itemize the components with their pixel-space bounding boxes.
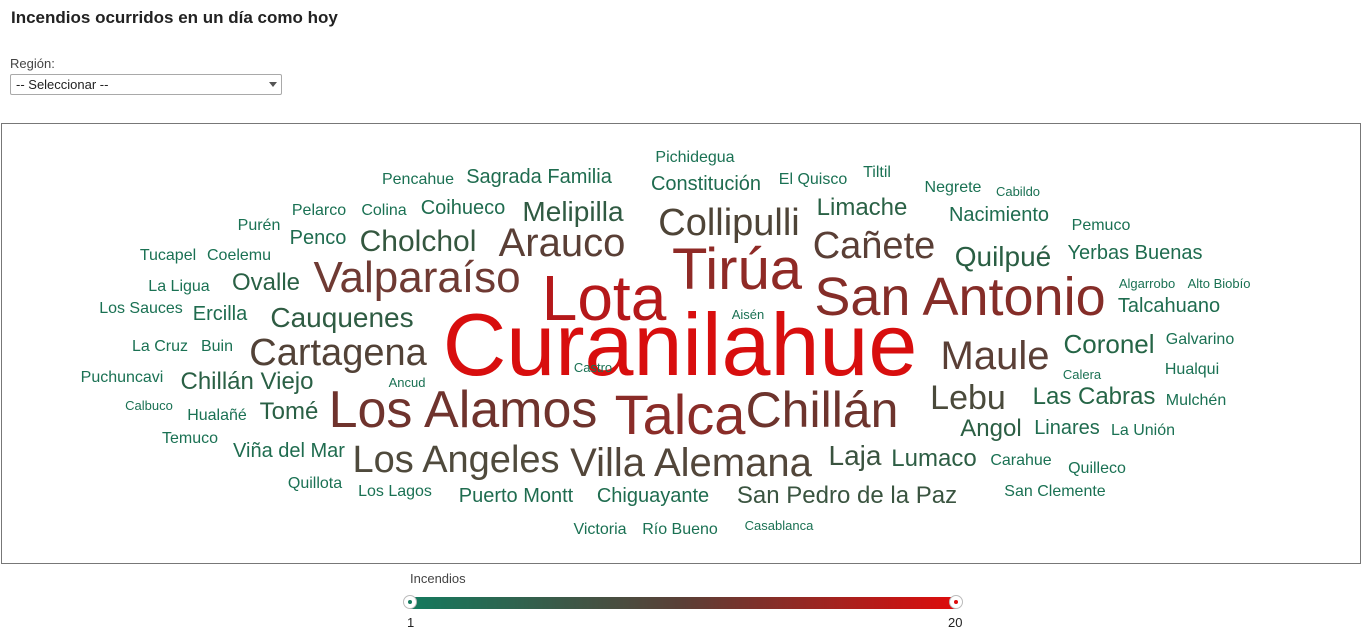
cloud-word[interactable]: San Antonio xyxy=(814,267,1106,327)
cloud-word[interactable]: Calera xyxy=(1062,366,1102,382)
word-cloud: Curanilahue Lota Tirúa San Antonio Talca Los … xyxy=(1,123,1361,564)
cloud-word[interactable]: Yerbas Buenas xyxy=(1067,242,1203,264)
cloud-word[interactable]: Limache xyxy=(816,194,908,221)
region-select-value: -- Seleccionar -- xyxy=(16,77,109,92)
cloud-word[interactable]: Negrete xyxy=(924,179,982,196)
cloud-word[interactable]: Sagrada Familia xyxy=(466,166,612,188)
legend-title: Incendios xyxy=(410,571,466,586)
cloud-word[interactable]: Maule xyxy=(940,334,1050,378)
cloud-word[interactable]: Ercilla xyxy=(192,303,248,325)
cloud-word[interactable]: Lumaco xyxy=(891,445,977,472)
cloud-word[interactable]: Chillán xyxy=(745,382,899,438)
cloud-word[interactable]: Talcahuano xyxy=(1117,295,1221,317)
cloud-word[interactable]: Puchuncavi xyxy=(80,369,164,386)
cloud-word[interactable]: Aisén xyxy=(731,306,765,322)
cloud-word[interactable]: Cholchol xyxy=(359,225,477,258)
cloud-word[interactable]: San Clemente xyxy=(1004,483,1106,500)
cloud-word[interactable]: Castro xyxy=(573,359,613,375)
cloud-word[interactable]: Penco xyxy=(289,227,347,249)
cloud-word[interactable]: Viña del Mar xyxy=(233,440,345,462)
cloud-word[interactable]: Cartagena xyxy=(249,332,427,374)
cloud-word[interactable]: Victoria xyxy=(573,521,627,538)
cloud-word[interactable]: La Ligua xyxy=(148,278,210,295)
page-title: Incendios ocurridos en un día como hoy xyxy=(11,8,338,27)
cloud-word[interactable]: Los Lagos xyxy=(358,483,432,500)
cloud-word[interactable]: El Quisco xyxy=(778,171,848,188)
cloud-word[interactable]: Carahue xyxy=(990,452,1052,469)
cloud-word[interactable]: Angol xyxy=(960,415,1022,442)
cloud-word[interactable]: Chillán Viejo xyxy=(180,368,314,395)
cloud-word[interactable]: Laja xyxy=(828,440,882,471)
cloud-word[interactable]: San Pedro de la Paz xyxy=(736,482,958,509)
cloud-word[interactable]: Puerto Montt xyxy=(458,485,574,507)
cloud-word[interactable]: Valparaíso xyxy=(313,253,521,302)
cloud-word[interactable]: Melipilla xyxy=(522,196,624,227)
cloud-word[interactable]: Coihueco xyxy=(420,197,506,219)
cloud-word[interactable]: Ovalle xyxy=(231,269,301,296)
cloud-word[interactable]: Linares xyxy=(1034,417,1100,439)
cloud-word[interactable]: Quillota xyxy=(287,475,343,492)
cloud-word[interactable]: Tirúa xyxy=(672,237,802,302)
cloud-word[interactable]: Talca xyxy=(614,383,746,446)
cloud-word[interactable]: Quilpué xyxy=(954,241,1052,272)
region-label: Región: xyxy=(10,56,55,71)
cloud-word[interactable]: Lebu xyxy=(930,379,1006,417)
cloud-word[interactable]: Los Angeles xyxy=(352,439,560,481)
cloud-word[interactable]: Galvarino xyxy=(1165,331,1235,348)
cloud-word[interactable]: Constitución xyxy=(650,173,762,195)
cloud-word[interactable]: Cañete xyxy=(812,225,936,267)
cloud-word[interactable]: Buin xyxy=(200,338,234,355)
cloud-word[interactable]: Pelarco xyxy=(291,202,347,219)
cloud-word[interactable]: Tiltil xyxy=(863,164,891,181)
cloud-word[interactable]: Arauco xyxy=(498,221,626,265)
cloud-word[interactable]: Coelemu xyxy=(206,247,272,264)
cloud-word[interactable]: Coronel xyxy=(1063,329,1155,359)
cloud-word[interactable]: Tomé xyxy=(259,398,319,425)
cloud-word[interactable]: Los Alamos xyxy=(328,381,598,439)
cloud-word[interactable]: Algarrobo xyxy=(1118,275,1176,291)
cloud-word[interactable]: La Cruz xyxy=(131,338,189,355)
cloud-word[interactable]: Nacimiento xyxy=(948,204,1050,226)
cloud-word[interactable]: Purén xyxy=(237,217,281,234)
cloud-word[interactable]: La Unión xyxy=(1110,422,1176,439)
cloud-word[interactable]: Chiguayante xyxy=(596,485,710,507)
cloud-word[interactable]: Casablanca xyxy=(744,517,814,533)
legend-min-handle[interactable] xyxy=(403,595,417,609)
cloud-word[interactable]: Hualqui xyxy=(1164,361,1220,378)
cloud-word[interactable]: Alto Biobío xyxy=(1187,275,1251,291)
cloud-word[interactable]: Hualañé xyxy=(187,407,247,424)
legend-max-handle[interactable] xyxy=(949,595,963,609)
cloud-word[interactable]: Villa Alemana xyxy=(570,441,812,485)
cloud-word[interactable]: Los Sauces xyxy=(99,300,183,317)
chevron-down-icon[interactable] xyxy=(269,82,277,87)
cloud-word[interactable]: Lota xyxy=(541,262,667,334)
cloud-word[interactable]: Pencahue xyxy=(381,171,455,188)
cloud-word[interactable]: Río Bueno xyxy=(642,521,718,538)
cloud-word[interactable]: Mulchén xyxy=(1165,392,1227,409)
cloud-word[interactable]: Las Cabras xyxy=(1032,383,1156,410)
legend-color-scale xyxy=(410,597,956,609)
cloud-word[interactable]: Temuco xyxy=(161,430,219,447)
cloud-word[interactable]: Tucapel xyxy=(139,247,197,264)
cloud-word[interactable]: Cabildo xyxy=(995,183,1041,199)
cloud-word[interactable]: Ancud xyxy=(388,374,426,390)
cloud-word[interactable]: Pichidegua xyxy=(655,149,735,166)
cloud-word[interactable]: Collipulli xyxy=(658,202,800,244)
cloud-word[interactable]: Quilleco xyxy=(1068,460,1126,477)
region-select[interactable]: -- Seleccionar -- xyxy=(10,74,282,95)
legend-max-label: 20 xyxy=(948,615,963,630)
cloud-word[interactable]: Calbuco xyxy=(125,397,173,413)
legend-min-label: 1 xyxy=(407,615,415,630)
cloud-word[interactable]: Colina xyxy=(361,202,407,219)
cloud-word[interactable]: Curanilahue xyxy=(442,295,918,394)
cloud-word[interactable]: Cauquenes xyxy=(270,302,414,333)
cloud-word[interactable]: Pemuco xyxy=(1071,217,1131,234)
